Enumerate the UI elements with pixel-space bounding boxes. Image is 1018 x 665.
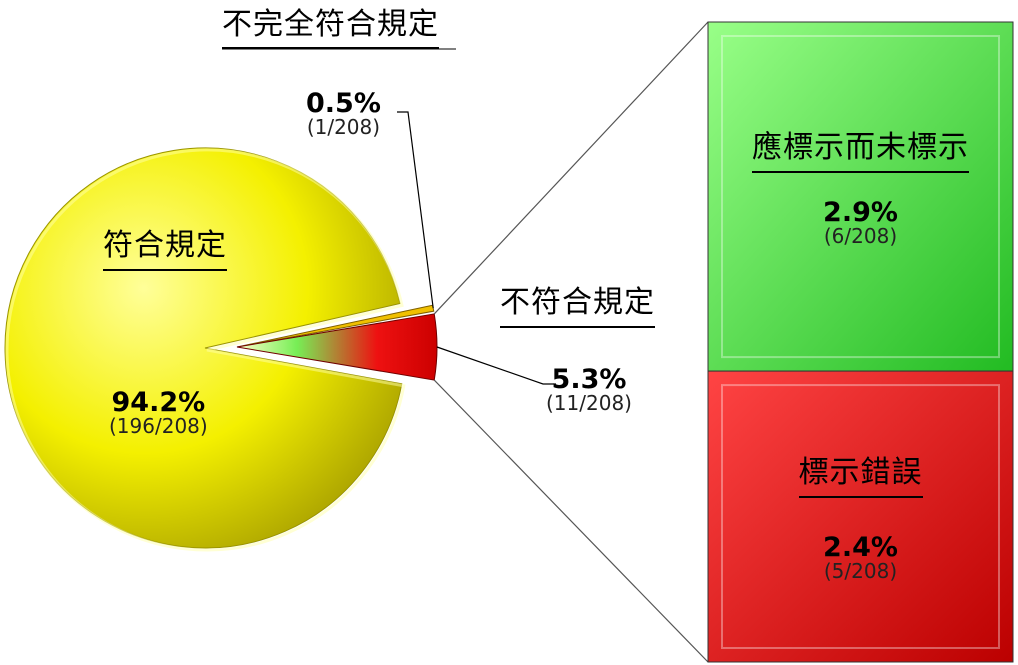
bar-label-mislabeled: 標示錯誤 (708, 458, 1013, 498)
bar-segment-1 (707, 370, 1014, 663)
leader-partial (397, 111, 434, 309)
pie-label-partial: 不完全符合規定 (222, 10, 439, 49)
pie-label-noncompliant: 不符合規定 (500, 288, 655, 328)
pie-value-compliant: 94.2% (196/208) (109, 387, 208, 438)
pie-slice-compliant-highlight (5, 148, 406, 552)
connector-top (433, 21, 709, 315)
bar-value-unlabeled: 2.9% (6/208) (823, 197, 898, 248)
pie-value-noncompliant: 5.3% (11/208) (546, 364, 632, 415)
leader-noncompliant (436, 346, 556, 385)
bar-segment-0 (707, 21, 1014, 372)
pie-value-partial: 0.5% (1/208) (306, 88, 381, 139)
pie-label-compliant: 符合規定 (103, 231, 227, 271)
pie-chart (4, 147, 438, 552)
connector-bottom (433, 379, 709, 663)
bar-segment-bevel-0 (721, 35, 1000, 359)
bar-segment-bevel-1 (721, 384, 1000, 649)
bar-value-mislabeled: 2.4% (5/208) (823, 532, 898, 583)
bar-label-unlabeled: 應標示而未標示 (708, 133, 1013, 173)
connector-lines (222, 21, 709, 663)
stacked-bar (707, 21, 1014, 663)
